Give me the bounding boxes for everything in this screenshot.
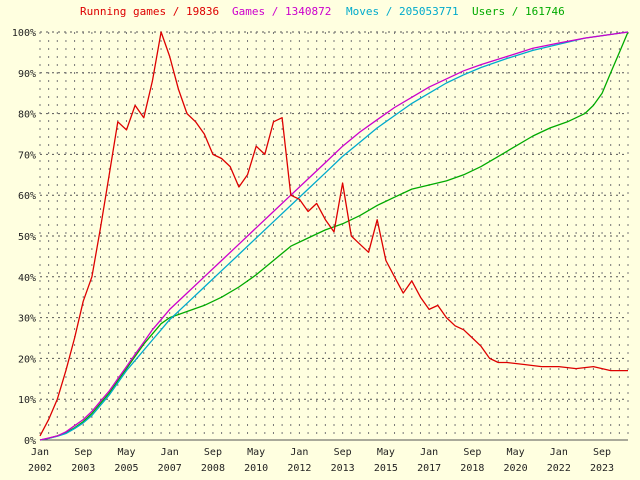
x-tick-year: 2007 [158, 463, 182, 474]
x-tick-year: 2018 [460, 463, 484, 474]
y-tick-label: 20% [18, 354, 36, 365]
x-tick-month: Jan [161, 447, 179, 458]
x-tick-month: Jan [31, 447, 49, 458]
y-tick-label: 40% [18, 273, 36, 284]
y-tick-label: 10% [18, 395, 36, 406]
x-tick-month: Sep [204, 447, 222, 458]
series-line-2 [39, 31, 629, 441]
y-tick-label: 30% [18, 314, 36, 325]
x-tick-year: 2017 [417, 463, 441, 474]
y-tick-label: 90% [18, 69, 36, 80]
x-tick-year: 2002 [28, 463, 52, 474]
x-tick-year: 2015 [374, 463, 398, 474]
x-tick-year: 2022 [547, 463, 571, 474]
y-tick-label: 0% [24, 436, 36, 447]
y-tick-label: 100% [12, 28, 36, 39]
y-tick-label: 80% [18, 110, 36, 121]
x-tick-year: 2020 [504, 463, 528, 474]
x-tick-month: Jan [290, 447, 308, 458]
x-tick-month: Sep [463, 447, 481, 458]
x-tick-year: 2010 [244, 463, 268, 474]
x-tick-year: 2005 [114, 463, 138, 474]
x-tick-month: Sep [334, 447, 352, 458]
x-tick-year: 2023 [590, 463, 614, 474]
y-tick-label: 50% [18, 232, 36, 243]
series-line-1 [39, 31, 629, 441]
series-line-3 [39, 31, 629, 441]
series-line-0 [39, 31, 628, 437]
x-tick-year: 2013 [331, 463, 355, 474]
x-tick-month: Jan [550, 447, 568, 458]
x-tick-year: 2008 [201, 463, 225, 474]
x-tick-year: 2003 [71, 463, 95, 474]
x-tick-year: 2012 [287, 463, 311, 474]
x-tick-month: May [247, 447, 265, 458]
x-tick-month: May [377, 447, 395, 458]
chart-legend: Running games / 19836 Games / 1340872 Mo… [0, 5, 640, 21]
x-tick-month: Sep [74, 447, 92, 458]
x-tick-month: May [117, 447, 135, 458]
legend-games: Games / 1340872 [232, 5, 332, 18]
x-tick-month: May [507, 447, 525, 458]
y-tick-label: 60% [18, 191, 36, 202]
legend-moves: Moves / 205053771 [346, 5, 459, 18]
x-tick-month: Jan [420, 447, 438, 458]
y-tick-label: 70% [18, 150, 36, 161]
legend-users: Users / 161746 [472, 5, 565, 18]
legend-running-games: Running games / 19836 [80, 5, 220, 18]
x-tick-month: Sep [593, 447, 611, 458]
